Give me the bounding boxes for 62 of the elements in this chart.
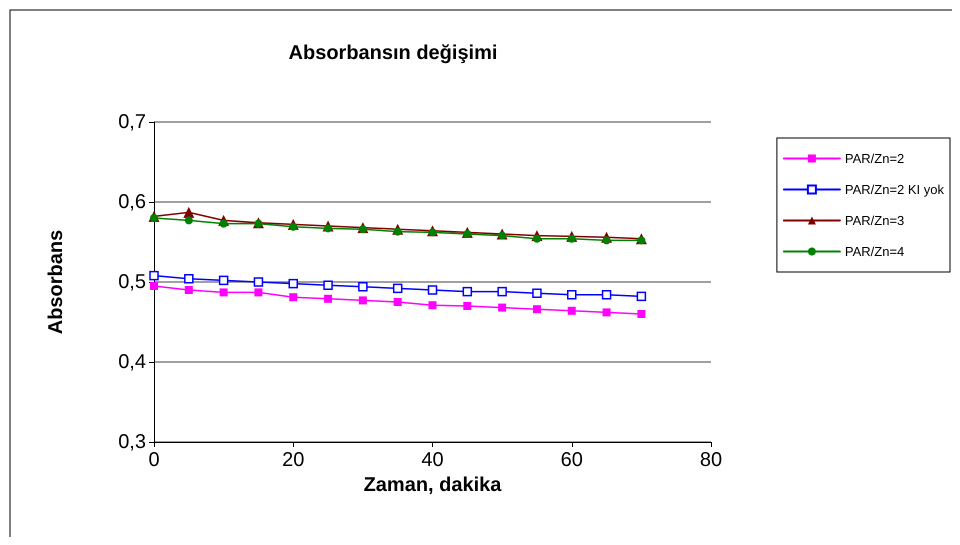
point: [602, 236, 611, 244]
point: [289, 293, 298, 302]
y-tick-label: 0,7: [118, 111, 146, 133]
point: [636, 292, 646, 302]
point: [497, 286, 507, 296]
point: [568, 306, 576, 315]
point: [150, 282, 158, 290]
point: [150, 214, 158, 222]
point: [254, 220, 262, 228]
point: [428, 301, 436, 310]
point: [184, 274, 194, 284]
y-tick-label: 0,3: [118, 431, 146, 453]
legend-label: PAR/Zn=3: [844, 213, 904, 228]
point: [463, 302, 472, 310]
point: [637, 310, 646, 318]
point: [218, 276, 228, 286]
point: [254, 288, 262, 296]
legend-label: PAR/Zn=2 KI yok: [844, 182, 944, 197]
x-tick-label: 80: [700, 449, 722, 471]
point: [220, 220, 228, 228]
point: [288, 278, 298, 288]
point: [323, 280, 333, 290]
legend-label: PAR/Zn=2: [844, 151, 904, 166]
point: [149, 270, 159, 280]
point: [324, 294, 332, 303]
y-tick-label: 0,6: [118, 191, 146, 213]
point: [428, 228, 436, 236]
y-tick-label: 0,5: [118, 271, 146, 293]
point: [498, 304, 506, 312]
point: [463, 230, 472, 238]
point: [184, 216, 193, 224]
point: [394, 298, 402, 306]
point: [358, 296, 367, 304]
point: [498, 232, 506, 240]
point: [289, 222, 298, 231]
point: [220, 288, 228, 296]
point: [568, 234, 576, 243]
point: [392, 284, 402, 294]
point: [567, 290, 576, 300]
point: [254, 277, 264, 287]
point: [324, 224, 332, 232]
point: [462, 286, 472, 296]
point: [532, 234, 541, 243]
point: [637, 236, 646, 244]
chart-title: Absorbansın değişimi: [288, 42, 498, 64]
point: [428, 285, 438, 295]
x-tick-label: 0: [148, 449, 160, 471]
point: [358, 225, 367, 234]
point: [532, 305, 541, 314]
point: [602, 290, 612, 300]
point: [184, 286, 193, 294]
x-tick-label: 60: [560, 449, 583, 471]
legend-label: PAR/Zn=4: [844, 244, 904, 259]
point: [358, 282, 368, 292]
point: [394, 228, 402, 236]
point: [602, 308, 611, 316]
point: [532, 288, 542, 298]
x-tick-label: 20: [282, 449, 304, 471]
x-tick-label: 40: [421, 449, 444, 471]
x-axis-title: Zaman, dakika: [364, 474, 502, 496]
y-axis-title: Absorbans: [45, 230, 67, 334]
y-tick-label: 0,4: [118, 351, 146, 373]
